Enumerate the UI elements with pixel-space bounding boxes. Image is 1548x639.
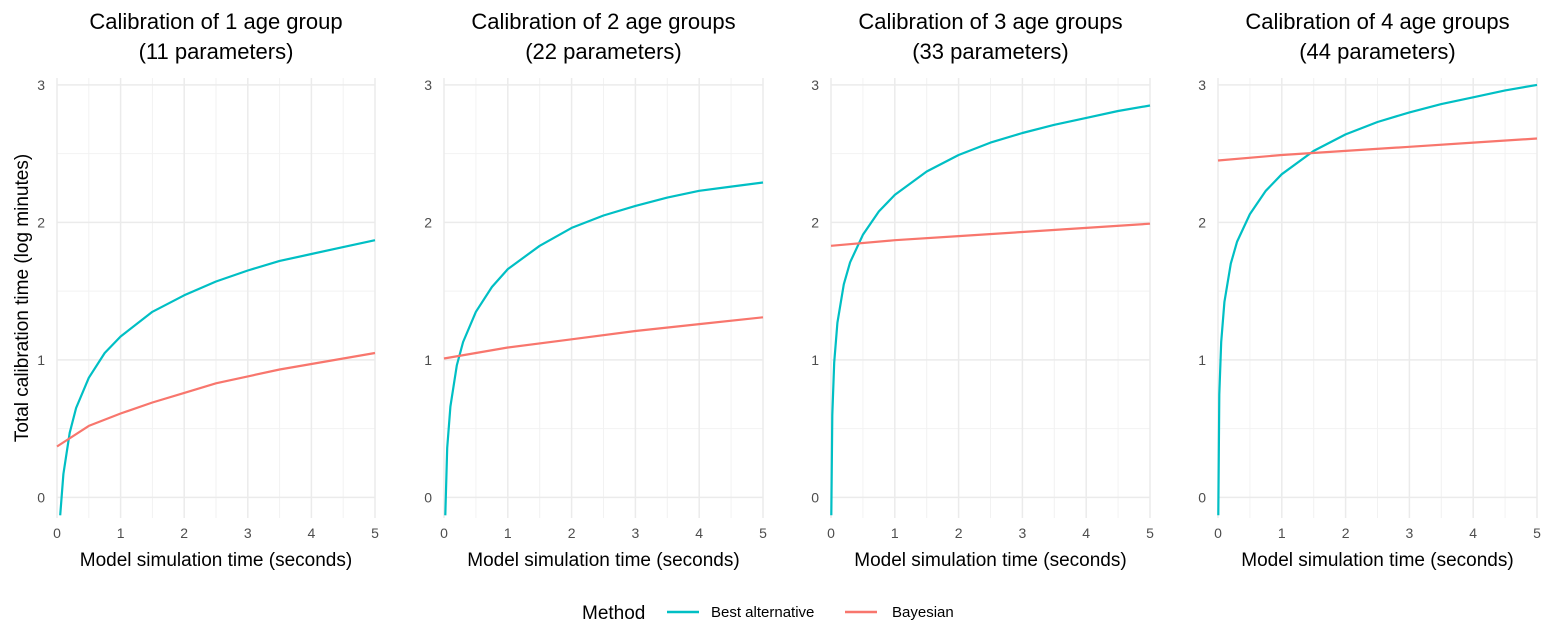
- y-tick-label: 2: [1198, 214, 1206, 230]
- y-tick-label: 0: [811, 489, 819, 505]
- x-tick-label: 0: [440, 525, 448, 541]
- legend: Method Best alternative Bayesian: [582, 603, 954, 624]
- panel-subtitle: (33 parameters): [912, 39, 1069, 64]
- panel-2: 0 1 2 3 4 5 0 1 2 3 Calibration of 2 age groups (22…: [424, 9, 767, 571]
- x-tick-label: 5: [1146, 525, 1154, 541]
- x-tick-label: 5: [1533, 525, 1541, 541]
- x-axis-label: Model simulation time (seconds): [467, 550, 739, 571]
- x-tick-label: 4: [1469, 525, 1477, 541]
- x-tick-label: 2: [180, 525, 188, 541]
- legend-title: Method: [582, 603, 645, 624]
- x-tick-label: 2: [1342, 525, 1350, 541]
- x-tick-label: 3: [632, 525, 640, 541]
- y-tick-label: 2: [424, 214, 432, 230]
- y-tick-label: 3: [811, 77, 819, 93]
- y-tick-label: 3: [37, 77, 45, 93]
- x-tick-label: 4: [695, 525, 703, 541]
- panel-title: Calibration of 1 age group: [89, 9, 342, 34]
- y-axis-label: Total calibration time (log minutes): [12, 154, 33, 442]
- x-tick-label: 2: [568, 525, 576, 541]
- y-tick-label: 2: [37, 214, 45, 230]
- panel-title: Calibration of 3 age groups: [858, 9, 1122, 34]
- panel-subtitle: (44 parameters): [1299, 39, 1456, 64]
- y-tick-label: 2: [811, 214, 819, 230]
- panel-title: Calibration of 4 age groups: [1245, 9, 1509, 34]
- y-tick-label: 3: [1198, 77, 1206, 93]
- series-line-bayesian: [830, 222, 1151, 247]
- x-tick-label: 1: [117, 525, 125, 541]
- x-tick-label: 1: [1278, 525, 1286, 541]
- y-tick-label: 1: [811, 352, 819, 368]
- x-tick-label: 3: [1406, 525, 1414, 541]
- x-tick-label: 0: [53, 525, 61, 541]
- legend-label-best-alternative: Best alternative: [711, 604, 814, 621]
- series-line-bayesian: [56, 351, 376, 448]
- panel-3: 0 1 2 3 4 5 0 1 2 3 Calibration of 3 age groups (33…: [811, 9, 1154, 571]
- x-tick-label: 1: [504, 525, 512, 541]
- x-tick-label: 0: [827, 525, 835, 541]
- x-tick-label: 1: [891, 525, 899, 541]
- x-tick-label: 4: [308, 525, 316, 541]
- x-axis-label: Model simulation time (seconds): [854, 550, 1126, 571]
- y-tick-label: 1: [37, 352, 45, 368]
- panel-title: Calibration of 2 age groups: [471, 9, 735, 34]
- x-tick-label: 0: [1214, 525, 1222, 541]
- y-tick-label: 3: [424, 77, 432, 93]
- x-tick-label: 4: [1082, 525, 1090, 541]
- x-tick-label: 5: [371, 525, 379, 541]
- series-line-best-alternative: [1217, 83, 1538, 516]
- panel-subtitle: (11 parameters): [139, 39, 294, 64]
- panels: 0 1 2 3 4 5 0 1 2 3 Calibration of 1 age group (11 …: [37, 9, 1541, 571]
- x-tick-label: 3: [244, 525, 252, 541]
- x-axis-label: Model simulation time (seconds): [80, 550, 352, 571]
- legend-label-bayesian: Bayesian: [892, 604, 954, 621]
- y-tick-label: 0: [424, 489, 432, 505]
- x-axis-label: Model simulation time (seconds): [1241, 550, 1513, 571]
- panel-4: 0 1 2 3 4 5 0 1 2 3 Calibration of 4 age groups (44…: [1198, 9, 1541, 571]
- series-line-best-alternative: [830, 104, 1151, 516]
- series-line-best-alternative: [59, 239, 376, 516]
- series-line-best-alternative: [444, 181, 764, 516]
- x-tick-label: 5: [759, 525, 767, 541]
- x-tick-label: 2: [955, 525, 963, 541]
- panel-subtitle: (22 parameters): [525, 39, 682, 64]
- panel-1: 0 1 2 3 4 5 0 1 2 3 Calibration of 1 age group (11 …: [37, 9, 379, 571]
- y-tick-label: 0: [37, 489, 45, 505]
- y-tick-label: 1: [1198, 352, 1206, 368]
- x-tick-label: 3: [1019, 525, 1027, 541]
- y-tick-label: 0: [1198, 489, 1206, 505]
- y-tick-label: 1: [424, 352, 432, 368]
- series-line-bayesian: [443, 316, 764, 360]
- series-line-bayesian: [1217, 137, 1538, 162]
